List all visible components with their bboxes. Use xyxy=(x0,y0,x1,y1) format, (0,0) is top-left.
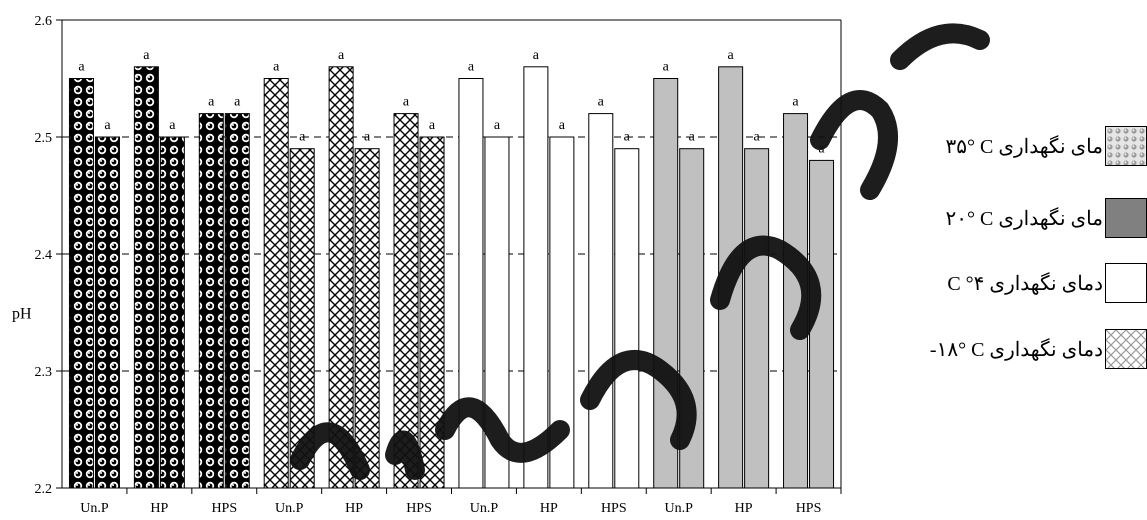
legend-swatch-dots xyxy=(1105,126,1147,166)
legend-swatch-white xyxy=(1105,263,1147,303)
bar-significance-label: a xyxy=(143,48,150,63)
legend-item-minus18c: دﻣﺎی ﻧﮕﻬﺪاری C °١٨- xyxy=(930,329,1147,369)
bar-significance-label: a xyxy=(104,118,111,133)
x-tick-label: HPS xyxy=(601,501,627,516)
y-tick-label: 2.6 xyxy=(35,14,53,29)
x-tick-label: Un.P xyxy=(470,501,499,516)
bar-significance-label: a xyxy=(234,95,241,110)
bar-significance-label: a xyxy=(689,130,696,145)
x-tick-label: HPS xyxy=(796,501,822,516)
bar xyxy=(523,66,549,489)
bar-significance-label: a xyxy=(468,60,475,75)
bar xyxy=(419,136,445,489)
legend-item-35c: ﻣﺎی ﻧﮕﻬﺪاری C °٣۵ xyxy=(946,126,1147,166)
bar xyxy=(809,159,835,489)
legend-item-4c: دﻣﺎی ﻧﮕﻬﺪاری C °۴ xyxy=(947,263,1147,303)
legend-item-20c: ﻣﺎی ﻧﮕﻬﺪاری C °٢٠ xyxy=(946,198,1147,238)
bar-significance-label: a xyxy=(494,118,501,133)
bar-significance-label: a xyxy=(728,48,735,63)
bar-significance-label: a xyxy=(364,130,371,145)
legend-swatch-cross xyxy=(1105,329,1147,369)
bar xyxy=(198,113,224,489)
bar xyxy=(159,136,185,489)
x-tick-label: HP xyxy=(150,501,168,516)
bar-significance-label: a xyxy=(624,130,631,145)
bar xyxy=(224,113,250,489)
bar xyxy=(133,66,159,489)
bar xyxy=(783,113,809,489)
legend-label-35c: ﻣﺎی ﻧﮕﻬﺪاری C °٣۵ xyxy=(945,135,1104,158)
bar-significance-label: a xyxy=(818,141,825,156)
y-axis-label: pH xyxy=(12,306,32,323)
bar xyxy=(393,113,419,489)
bar xyxy=(744,148,770,489)
legend-swatch-gray xyxy=(1105,198,1147,238)
bar xyxy=(679,148,705,489)
bar-significance-label: a xyxy=(559,118,566,133)
legend: ﻣﺎی ﻧﮕﻬﺪاری C °٣۵ ﻣﺎی ﻧﮕﻬﺪاری C °٢٠ دﻣﺎی… xyxy=(857,0,1147,520)
bar xyxy=(614,148,640,489)
bar-significance-label: a xyxy=(792,95,799,110)
bar-significance-label: a xyxy=(338,48,345,63)
legend-label-20c: ﻣﺎی ﻧﮕﻬﺪاری C °٢٠ xyxy=(945,207,1104,230)
bar-significance-label: a xyxy=(403,95,410,110)
bar xyxy=(94,136,120,489)
bar-significance-label: a xyxy=(299,130,306,145)
bar-significance-label: a xyxy=(208,95,215,110)
bar-significance-label: a xyxy=(598,95,605,110)
y-tick-label: 2.4 xyxy=(35,248,53,263)
bar xyxy=(289,148,315,489)
x-tick-label: HP xyxy=(540,501,558,516)
x-tick-label: Un.P xyxy=(275,501,304,516)
bar xyxy=(653,78,679,489)
y-tick-label: 2.5 xyxy=(35,131,53,146)
y-tick-label: 2.2 xyxy=(35,482,53,497)
bar xyxy=(549,136,575,489)
x-tick-label: HPS xyxy=(211,501,237,516)
bar xyxy=(354,148,380,489)
bar-significance-label: a xyxy=(429,118,436,133)
bar-significance-label: a xyxy=(533,48,540,63)
bar xyxy=(68,78,94,489)
bar xyxy=(263,78,289,489)
bar-significance-label: a xyxy=(663,60,670,75)
x-tick-label: HPS xyxy=(406,501,432,516)
bar-significance-label: a xyxy=(273,60,280,75)
x-tick-label: Un.P xyxy=(80,501,109,516)
bar xyxy=(718,66,744,489)
x-tick-label: HP xyxy=(345,501,363,516)
bar xyxy=(328,66,354,489)
legend-label-minus18c: دﻣﺎی ﻧﮕﻬﺪاری C °١٨- xyxy=(929,338,1103,361)
x-tick-label: Un.P xyxy=(665,501,694,516)
x-tick-label: HP xyxy=(735,501,753,516)
bar-significance-label: a xyxy=(78,60,85,75)
bar xyxy=(484,136,510,489)
bar-significance-label: a xyxy=(754,130,761,145)
bar xyxy=(458,78,484,489)
legend-label-4c: دﻣﺎی ﻧﮕﻬﺪاری C °۴ xyxy=(947,272,1103,295)
bar-significance-label: a xyxy=(169,118,176,133)
bar xyxy=(588,113,614,489)
y-tick-label: 2.3 xyxy=(35,365,53,380)
